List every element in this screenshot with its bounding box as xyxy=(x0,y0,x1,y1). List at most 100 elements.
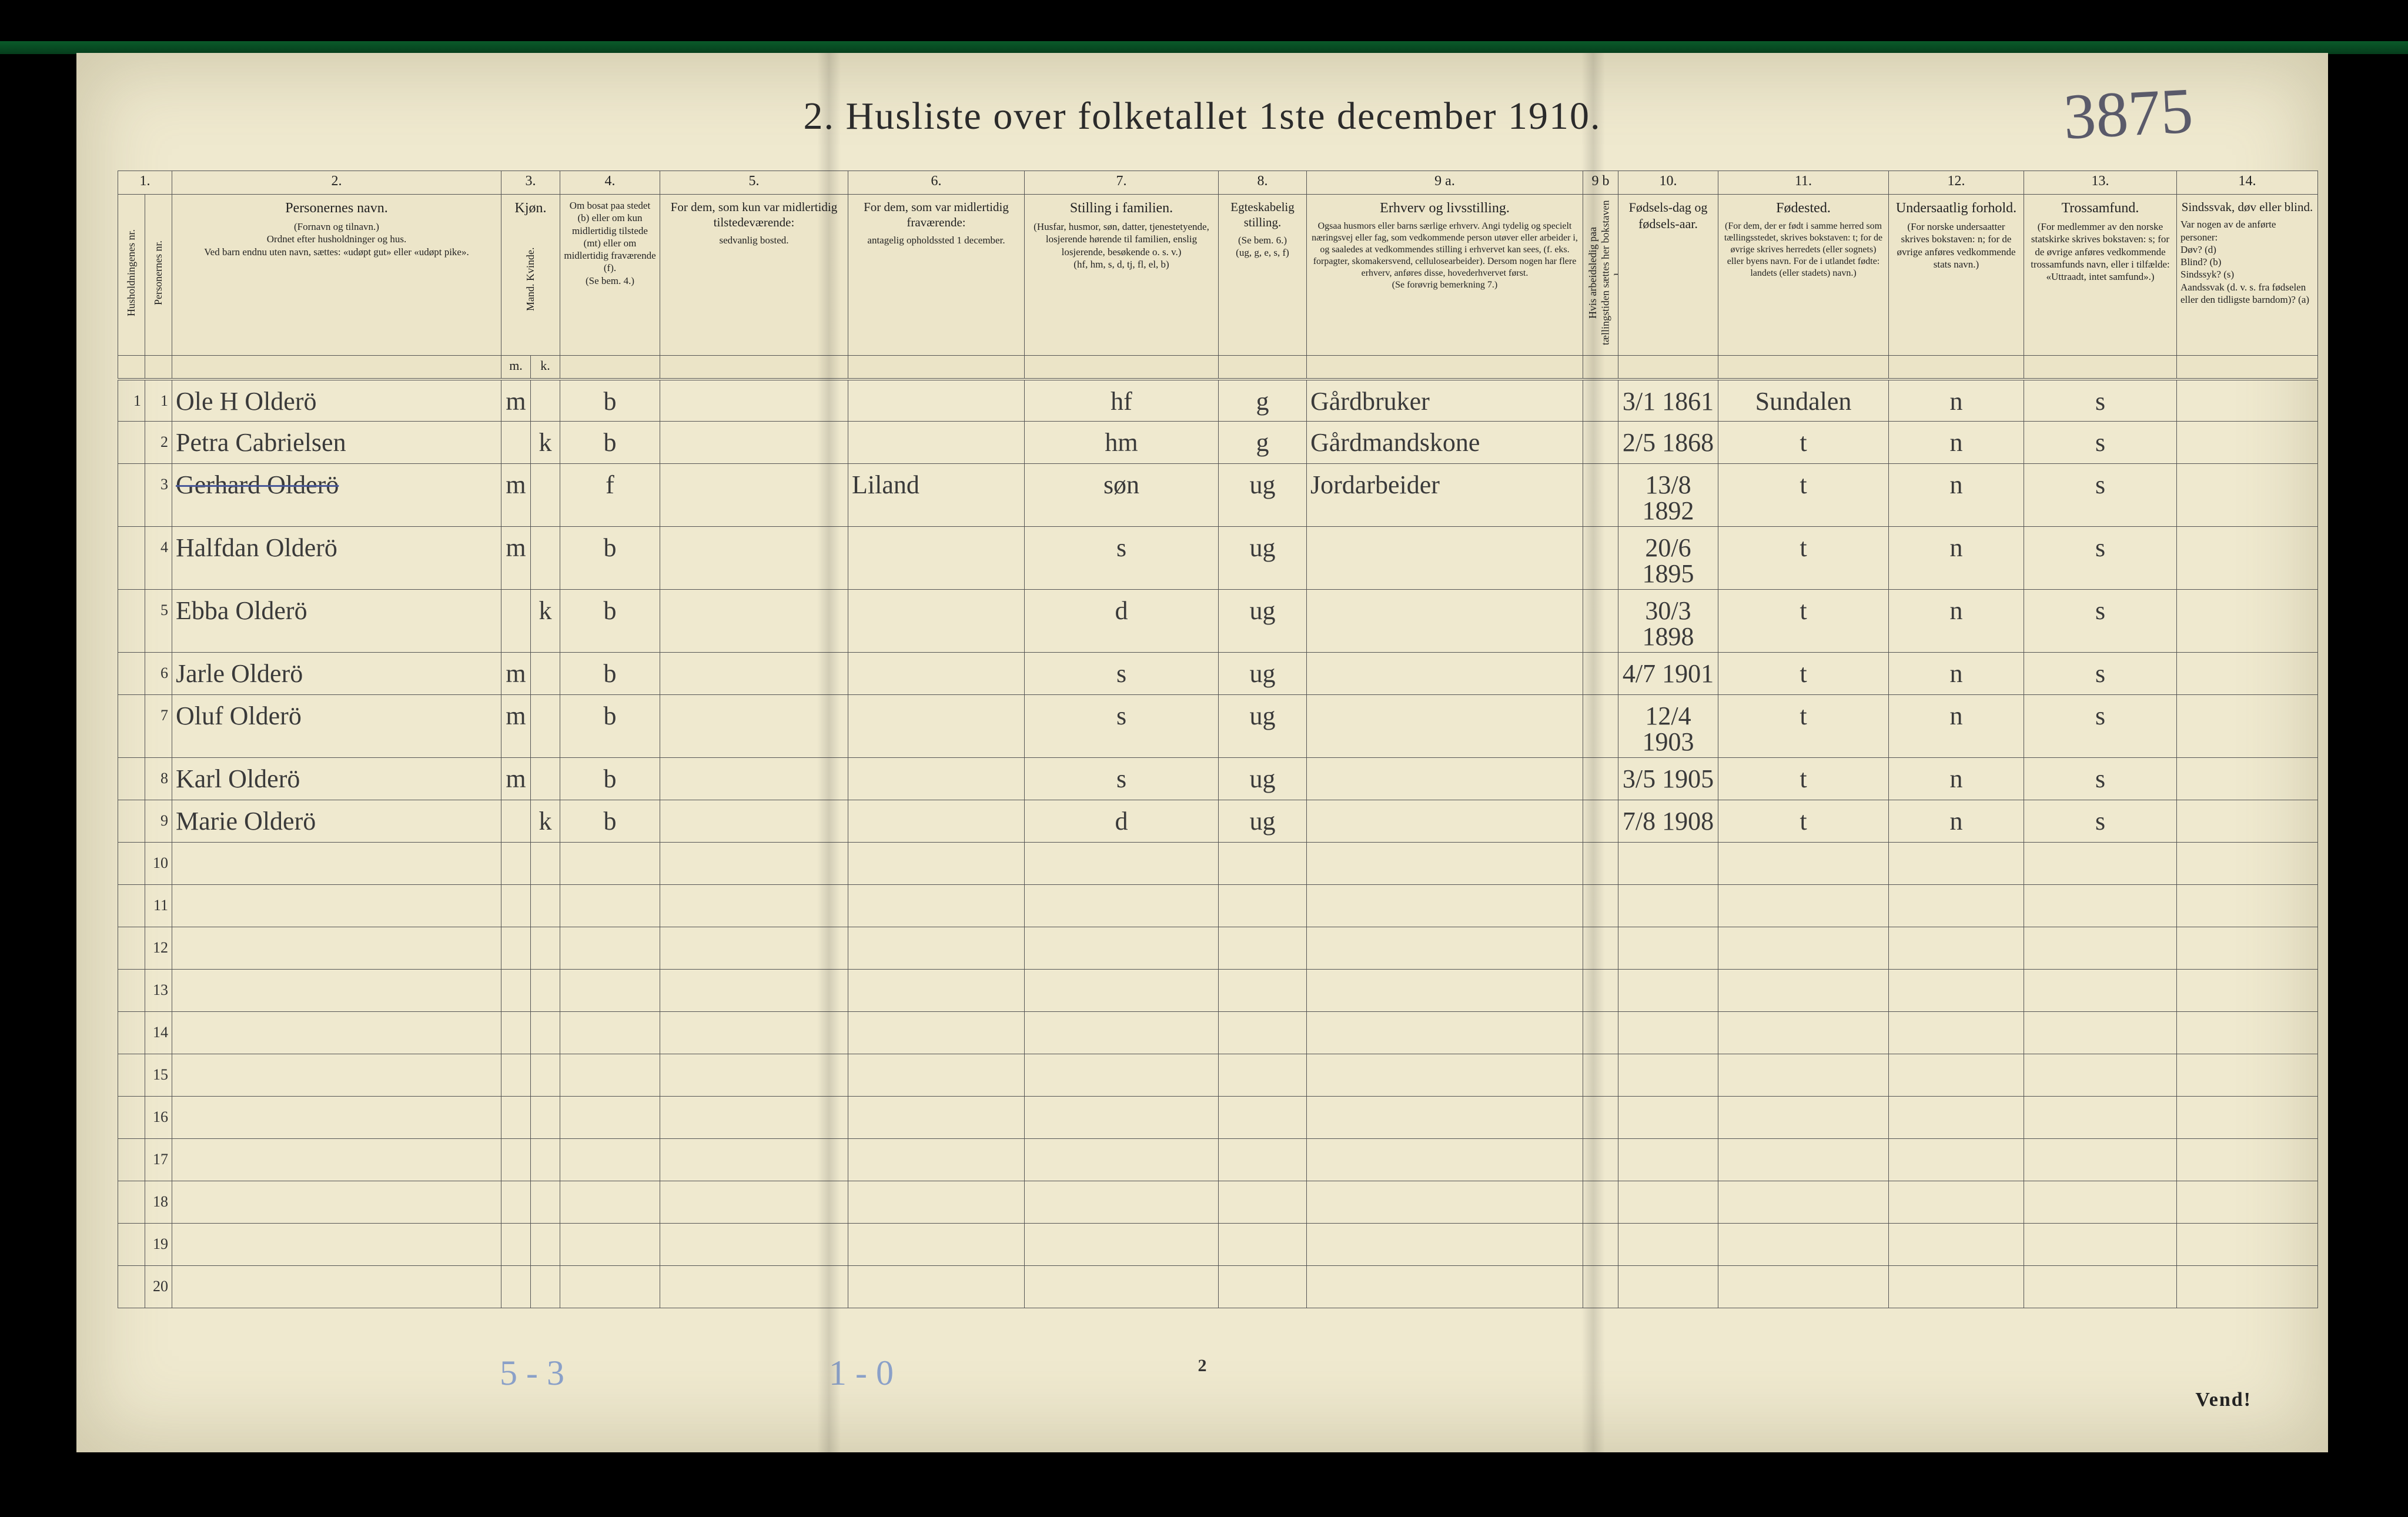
head-name: Personernes navn. (Fornavn og tilnavn.) … xyxy=(172,195,501,356)
cell xyxy=(1307,527,1583,590)
cell xyxy=(531,758,560,800)
cell xyxy=(501,1139,531,1181)
cell: ug xyxy=(1219,695,1307,758)
table-body: 11Ole H OlderömbhfgGårdbruker3/1 1861Sun… xyxy=(118,379,2318,1308)
cell xyxy=(531,1054,560,1097)
cell: t xyxy=(1718,527,1889,590)
cell: 5 xyxy=(145,590,172,653)
cell xyxy=(531,1181,560,1224)
cell xyxy=(531,970,560,1012)
cell: s xyxy=(2024,422,2177,464)
cell xyxy=(1219,1139,1307,1181)
cell: Karl Olderö xyxy=(172,758,501,800)
cell xyxy=(1583,843,1618,885)
head-person-no: Personernes nr. xyxy=(145,195,172,356)
colnum-2: 2. xyxy=(172,171,501,195)
cell xyxy=(172,1097,501,1139)
cell xyxy=(1718,1224,1889,1266)
cell: n xyxy=(1889,464,2024,527)
cell xyxy=(660,1181,848,1224)
cell xyxy=(1889,1181,2024,1224)
cell xyxy=(848,590,1025,653)
cell xyxy=(660,970,848,1012)
cell xyxy=(560,1054,660,1097)
cell xyxy=(1889,885,2024,927)
head-sex: Kjøn. Mand. Kvinde. xyxy=(501,195,560,356)
cell xyxy=(2177,1181,2318,1224)
cell xyxy=(660,464,848,527)
cell: Petra Cabrielsen xyxy=(172,422,501,464)
cell: 8 xyxy=(145,758,172,800)
cell xyxy=(1307,1181,1583,1224)
cell xyxy=(1583,464,1618,527)
cell: 9 xyxy=(145,800,172,843)
cell xyxy=(660,590,848,653)
cell xyxy=(2024,1054,2177,1097)
cell xyxy=(172,1266,501,1308)
cell xyxy=(1618,885,1718,927)
cell xyxy=(1219,1224,1307,1266)
cell: t xyxy=(1718,422,1889,464)
cell xyxy=(660,1054,848,1097)
head-unemployed: Hvis arbeidsledig paa tællingstiden sætt… xyxy=(1583,195,1618,356)
cell xyxy=(560,843,660,885)
cell xyxy=(531,843,560,885)
cell: ug xyxy=(1219,800,1307,843)
cell: s xyxy=(1025,527,1219,590)
cell: Sundalen xyxy=(1718,379,1889,422)
cell xyxy=(1219,1266,1307,1308)
cell: 6 xyxy=(145,653,172,695)
cell xyxy=(531,1012,560,1054)
cell xyxy=(172,1012,501,1054)
cell xyxy=(1307,1266,1583,1308)
cell xyxy=(660,800,848,843)
table-row: 14 xyxy=(118,1012,2318,1054)
cell xyxy=(1025,1097,1219,1139)
cell xyxy=(1025,1181,1219,1224)
cell xyxy=(118,927,145,970)
cell xyxy=(172,1139,501,1181)
cell xyxy=(848,1181,1025,1224)
cell xyxy=(2177,927,2318,970)
colnum-12: 12. xyxy=(1889,171,2024,195)
table-row: 15 xyxy=(118,1054,2318,1097)
cell xyxy=(1307,653,1583,695)
cell xyxy=(531,527,560,590)
cell xyxy=(118,843,145,885)
cell xyxy=(118,800,145,843)
cell xyxy=(172,885,501,927)
cell xyxy=(1307,758,1583,800)
colnum-13: 13. xyxy=(2024,171,2177,195)
table-row: 9Marie Olderökbdug7/8 1908tns xyxy=(118,800,2318,843)
cell xyxy=(531,464,560,527)
table-row: 4Halfdan Olderömbsug20/6 1895tns xyxy=(118,527,2318,590)
head-family-position: Stilling i familien. (Husfar, husmor, sø… xyxy=(1025,195,1219,356)
cell xyxy=(2177,695,2318,758)
cell xyxy=(2177,422,2318,464)
cell: 30/3 1898 xyxy=(1618,590,1718,653)
cell: 11 xyxy=(145,885,172,927)
cell: n xyxy=(1889,653,2024,695)
cell xyxy=(2177,1139,2318,1181)
cell xyxy=(2024,843,2177,885)
cell: s xyxy=(2024,590,2177,653)
cell xyxy=(2177,1054,2318,1097)
head-temp-present: For dem, som kun var midlertidig tilsted… xyxy=(660,195,848,356)
cell xyxy=(660,1266,848,1308)
document-page: 3875 2. Husliste over folketallet 1ste d… xyxy=(76,53,2328,1452)
cell xyxy=(501,843,531,885)
cell xyxy=(531,379,560,422)
cell xyxy=(531,927,560,970)
cell: s xyxy=(2024,379,2177,422)
cell: søn xyxy=(1025,464,1219,527)
cell xyxy=(1307,590,1583,653)
cell xyxy=(118,1054,145,1097)
cell xyxy=(1307,885,1583,927)
cell xyxy=(1025,927,1219,970)
cell xyxy=(2177,970,2318,1012)
cell: m xyxy=(501,379,531,422)
cell xyxy=(660,1224,848,1266)
cell: ug xyxy=(1219,590,1307,653)
cell xyxy=(1219,1012,1307,1054)
cell xyxy=(1618,1097,1718,1139)
